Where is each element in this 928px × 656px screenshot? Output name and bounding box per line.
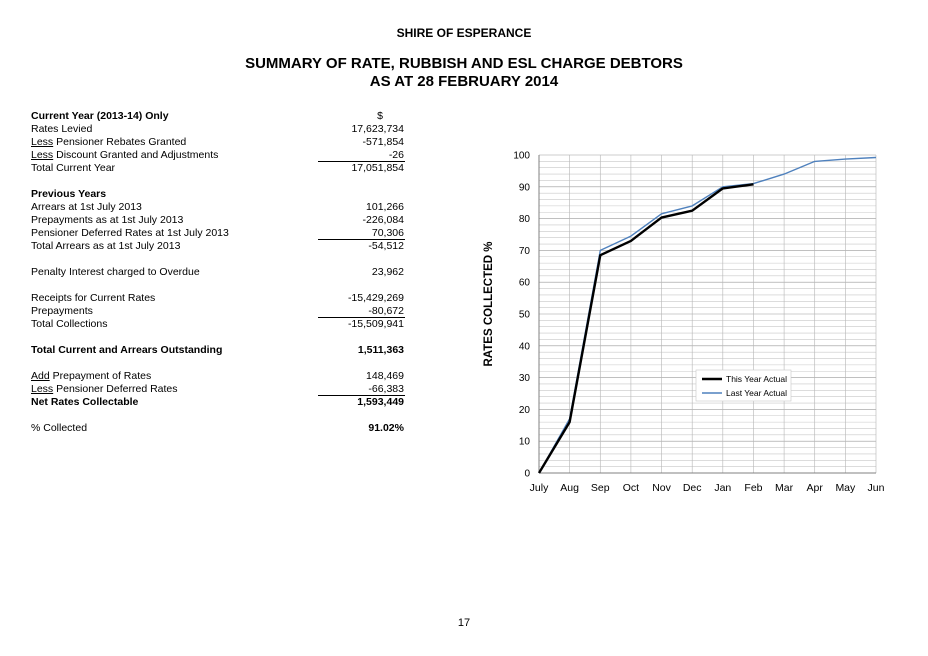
less-deferred-label: Pensioner Deferred Rates — [53, 383, 178, 395]
rates-levied-row: Rates Levied 17,623,734 — [31, 123, 411, 136]
prepayments-value: -80,672 — [368, 305, 404, 317]
total-collections-label: Total Collections — [31, 318, 108, 330]
x-tick-label: Aug — [560, 482, 579, 494]
total-arrears-value: -54,512 — [368, 240, 404, 252]
y-tick-label: 20 — [519, 405, 531, 416]
previous-years-heading-row: Previous Years — [31, 188, 411, 201]
subtotal-rule — [318, 317, 405, 318]
discount-value: -26 — [388, 149, 404, 161]
arrears-label: Arrears at 1st July 2013 — [31, 201, 142, 213]
rates-collected-chart: 0 10 20 30 40 50 60 70 80 90 100 July Aug Sep Oct Nov De… — [483, 151, 885, 495]
net-rates-row: Net Rates Collectable 1,593,449 — [31, 396, 411, 409]
less-deferred-row: Less Pensioner Deferred Rates -66,383 — [31, 383, 411, 396]
subtotal-rule — [318, 395, 405, 396]
percent-collected-row: % Collected 91.02% — [31, 422, 411, 435]
y-tick-label: 70 — [519, 246, 531, 257]
total-outstanding-value: 1,511,363 — [357, 344, 404, 356]
receipts-row: Receipts for Current Rates -15,429,269 — [31, 292, 411, 305]
total-outstanding-label: Total Current and Arrears Outstanding — [31, 344, 223, 356]
y-tick-label: 10 — [519, 437, 531, 448]
prepayments-july-value: -226,084 — [362, 214, 404, 226]
arrears-value: 101,266 — [366, 201, 404, 213]
penalty-interest-label: Penalty Interest charged to Overdue — [31, 266, 200, 278]
y-tick-label: 100 — [513, 151, 530, 162]
pensioner-deferred-label: Pensioner Deferred Rates at 1st July 201… — [31, 227, 229, 239]
less-prefix: Less — [31, 136, 54, 148]
subtotal-rule — [318, 161, 405, 162]
percent-collected-label: % Collected — [31, 422, 88, 434]
current-year-heading: Current Year (2013-14) Only — [31, 110, 169, 122]
penalty-interest-value: 23,962 — [371, 266, 404, 278]
receipts-label: Receipts for Current Rates — [31, 292, 156, 304]
y-tick-label: 90 — [519, 182, 531, 193]
pensioner-deferred-value: 70,306 — [371, 227, 404, 239]
total-outstanding-row: Total Current and Arrears Outstanding 1,… — [31, 344, 411, 357]
x-tick-label: Feb — [744, 482, 762, 494]
x-tick-label: Apr — [807, 482, 824, 494]
receipts-value: -15,429,269 — [347, 292, 404, 304]
x-tick-label: May — [835, 482, 856, 494]
y-tick-label: 30 — [519, 373, 531, 384]
report-title-line1: SUMMARY OF RATE, RUBBISH AND ESL CHARGE … — [245, 55, 683, 72]
y-tick-label: 40 — [519, 341, 531, 352]
add-prepayment-value: 148,469 — [366, 370, 404, 382]
x-tick-label: Nov — [652, 482, 671, 494]
pensioner-rebates-label: Pensioner Rebates Granted — [53, 136, 187, 148]
net-rates-label: Net Rates Collectable — [31, 396, 139, 408]
x-tick-label: Sep — [591, 482, 610, 494]
arrears-row: Arrears at 1st July 2013 101,266 — [31, 201, 411, 214]
discount-label: Discount Granted and Adjustments — [53, 149, 219, 161]
prepayments-july-row: Prepayments as at 1st July 2013 -226,084 — [31, 214, 411, 227]
less-prefix: Less — [31, 149, 54, 161]
total-current-year-row: Total Current Year 17,051,854 — [31, 162, 411, 175]
total-arrears-row: Total Arrears as at 1st July 2013 -54,51… — [31, 240, 411, 253]
pensioner-rebates-value: -571,854 — [362, 136, 404, 148]
legend-label: This Year Actual — [726, 374, 787, 384]
penalty-interest-row: Penalty Interest charged to Overdue 23,9… — [31, 266, 411, 279]
y-tick-label: 60 — [519, 278, 531, 289]
add-prepayment-row: Add Prepayment of Rates 148,469 — [31, 370, 411, 383]
legend-label: Last Year Actual — [726, 388, 787, 398]
add-prefix: Add — [31, 370, 50, 382]
x-tick-label: Jun — [868, 482, 885, 494]
currency-symbol: $ — [377, 110, 383, 122]
x-tick-label: Jan — [714, 482, 731, 494]
current-year-heading-row: Current Year (2013-14) Only $ — [31, 110, 411, 123]
previous-years-heading: Previous Years — [31, 188, 107, 200]
add-prepayment-label: Prepayment of Rates — [49, 370, 152, 382]
x-tick-label: Dec — [683, 482, 702, 494]
net-rates-value: 1,593,449 — [357, 396, 404, 408]
prepayments-july-label: Prepayments as at 1st July 2013 — [31, 214, 184, 226]
total-current-year-label: Total Current Year — [31, 162, 116, 174]
pensioner-deferred-row: Pensioner Deferred Rates at 1st July 201… — [31, 227, 411, 240]
discount-row: Less Discount Granted and Adjustments -2… — [31, 149, 411, 162]
y-tick-label: 0 — [524, 469, 530, 480]
series-line-this-year — [537, 183, 754, 474]
rates-levied-value: 17,623,734 — [351, 123, 404, 135]
total-collections-row: Total Collections -15,509,941 — [31, 318, 411, 331]
organisation-name: SHIRE OF ESPERANCE — [396, 26, 532, 40]
subtotal-rule — [318, 239, 405, 240]
legend-box — [695, 369, 792, 402]
x-tick-label: Oct — [623, 482, 639, 494]
x-tick-label: July — [530, 482, 549, 494]
rates-levied-label: Rates Levied — [31, 123, 93, 135]
less-prefix: Less — [31, 383, 54, 395]
pensioner-rebates-row: Less Pensioner Rebates Granted -571,854 — [31, 136, 411, 149]
x-tick-label: Mar — [775, 482, 794, 494]
report-title-line2: AS AT 28 FEBRUARY 2014 — [369, 73, 559, 90]
y-axis-label: RATES COLLECTED % — [483, 241, 495, 366]
percent-collected-value: 91.02% — [368, 422, 404, 434]
less-deferred-value: -66,383 — [368, 383, 404, 395]
page-number: 17 — [457, 617, 471, 629]
total-collections-value: -15,509,941 — [347, 318, 404, 330]
debtors-summary-table: Current Year (2013-14) Only $ Rates Levi… — [31, 110, 411, 435]
y-tick-label: 50 — [519, 310, 531, 321]
prepayments-row: Prepayments -80,672 — [31, 305, 411, 318]
y-tick-label: 80 — [519, 214, 531, 225]
total-current-year-value: 17,051,854 — [351, 162, 404, 174]
total-arrears-label: Total Arrears as at 1st July 2013 — [31, 240, 181, 252]
prepayments-label: Prepayments — [31, 305, 93, 317]
